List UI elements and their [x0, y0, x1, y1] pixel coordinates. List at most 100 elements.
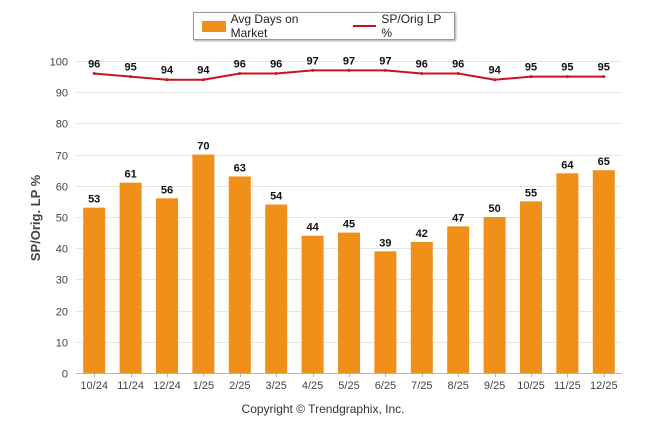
- line-data-label: 97: [379, 55, 391, 67]
- y-tick-label: 100: [50, 57, 68, 69]
- line-point: [238, 71, 242, 75]
- line-point: [420, 71, 424, 75]
- line-data-label: 94: [488, 65, 501, 77]
- line-data-label: 95: [124, 62, 136, 74]
- x-tick-label: 3/25: [265, 380, 286, 392]
- line-point: [92, 71, 96, 75]
- bar: [556, 173, 579, 373]
- line-point: [383, 68, 387, 72]
- bar-series: [83, 154, 615, 373]
- bar-data-label: 54: [270, 191, 283, 203]
- bar-data-label: 64: [561, 159, 574, 171]
- bar: [301, 235, 324, 373]
- bar-data-label: 42: [416, 228, 428, 240]
- bar-data-label: 47: [452, 212, 464, 224]
- bar-data-label: 53: [88, 194, 100, 206]
- line-data-label: 97: [343, 55, 355, 67]
- bar: [520, 201, 542, 373]
- line-point: [129, 75, 133, 79]
- line-data-label: 95: [561, 62, 573, 74]
- legend-line-label: SP/Orig LP %: [381, 12, 442, 40]
- line-data-label: 97: [306, 55, 318, 67]
- line-point: [311, 68, 315, 72]
- y-axis: 0 10 20 30 40 50 60 70 80 90 100: [50, 57, 68, 381]
- bar: [156, 198, 178, 373]
- bar-data-label: 39: [379, 237, 391, 249]
- line-data-label: 95: [525, 62, 537, 74]
- line-data-label: 94: [197, 65, 210, 77]
- line-data-label: 96: [416, 58, 428, 70]
- x-axis: 10/24 11/24 12/24 1/25 2/25 3/25 4/25 5/25 6/25 7…: [80, 373, 618, 392]
- bar: [592, 170, 615, 373]
- x-tick-label: 10/24: [80, 380, 108, 392]
- y-tick-label: 10: [56, 338, 68, 350]
- legend-bar-swatch: [202, 20, 226, 32]
- line-data-label: 95: [598, 62, 610, 74]
- line-data-label: 96: [88, 58, 100, 70]
- line-series: [92, 68, 606, 82]
- line-data-labels: 96 95 94 94 96 96 97 97 97 96 96 94 95 95 95: [88, 55, 610, 76]
- bar: [265, 204, 288, 373]
- line-point: [565, 75, 569, 79]
- bar-data-label: 56: [161, 184, 173, 196]
- x-tick-label: 7/25: [411, 380, 432, 392]
- y-tick-label: 40: [56, 244, 68, 256]
- x-tick-label: 4/25: [302, 380, 323, 392]
- y-tick-label: 30: [56, 275, 68, 287]
- line-point: [529, 75, 533, 79]
- x-tick-label: 11/24: [117, 380, 144, 392]
- copyright-text: Copyright © Trendgraphix, Inc.: [241, 402, 405, 416]
- bar: [410, 241, 433, 373]
- y-tick-label: 0: [62, 369, 68, 381]
- bar: [228, 176, 251, 373]
- line-data-label: 96: [270, 58, 282, 70]
- bar: [374, 251, 397, 373]
- line-data-label: 96: [452, 58, 464, 70]
- line-point: [201, 78, 205, 82]
- x-tick-label: 8/25: [447, 380, 468, 392]
- x-tick-label: 11/25: [554, 380, 581, 392]
- y-tick-label: 60: [56, 182, 68, 194]
- y-tick-label: 50: [56, 213, 68, 225]
- y-tick-label: 90: [56, 88, 68, 100]
- bar: [83, 207, 106, 373]
- bar-data-label: 55: [525, 187, 537, 199]
- x-tick-label: 12/25: [590, 380, 618, 392]
- x-tick-label: 6/25: [375, 380, 396, 392]
- line-point: [602, 75, 606, 79]
- legend-line-swatch: [352, 25, 377, 27]
- legend: Avg Days on Market SP/Orig LP %: [193, 12, 455, 40]
- y-tick-label: 70: [56, 151, 68, 163]
- x-tick-label: 9/25: [484, 380, 505, 392]
- y-tick-label: 80: [56, 119, 68, 131]
- bar: [338, 232, 360, 373]
- legend-bar-label: Avg Days on Market: [230, 12, 299, 40]
- x-tick-label: 1/25: [193, 380, 214, 392]
- bar-data-label: 50: [488, 203, 500, 215]
- line-data-label: 94: [161, 65, 174, 77]
- line-point: [165, 78, 169, 82]
- bar-data-label: 44: [306, 222, 319, 234]
- y-axis-title: SP/Orig. LP %: [28, 174, 43, 261]
- x-tick-label: 2/25: [229, 380, 250, 392]
- line-point: [493, 78, 497, 82]
- x-tick-label: 5/25: [338, 380, 359, 392]
- line-point: [347, 68, 351, 72]
- bar-data-label: 63: [234, 162, 246, 174]
- bar-data-label: 70: [197, 141, 209, 153]
- bar-data-label: 65: [598, 156, 610, 168]
- line-point: [274, 71, 278, 75]
- line-point: [456, 71, 460, 75]
- y-tick-label: 20: [56, 307, 68, 319]
- x-tick-label: 12/24: [153, 380, 181, 392]
- bar-data-labels: 53 61 56 70 63 54 44 45 39 42 47 50 55 64 65: [88, 141, 610, 250]
- bar: [192, 154, 215, 373]
- legend-item-line[interactable]: SP/Orig LP %: [352, 12, 454, 40]
- bar-data-label: 61: [124, 169, 136, 181]
- x-tick-label: 10/25: [517, 380, 545, 392]
- bar: [447, 226, 470, 373]
- legend-item-bar[interactable]: Avg Days on Market: [202, 12, 337, 40]
- bar: [483, 217, 506, 373]
- bar-data-label: 45: [343, 219, 355, 231]
